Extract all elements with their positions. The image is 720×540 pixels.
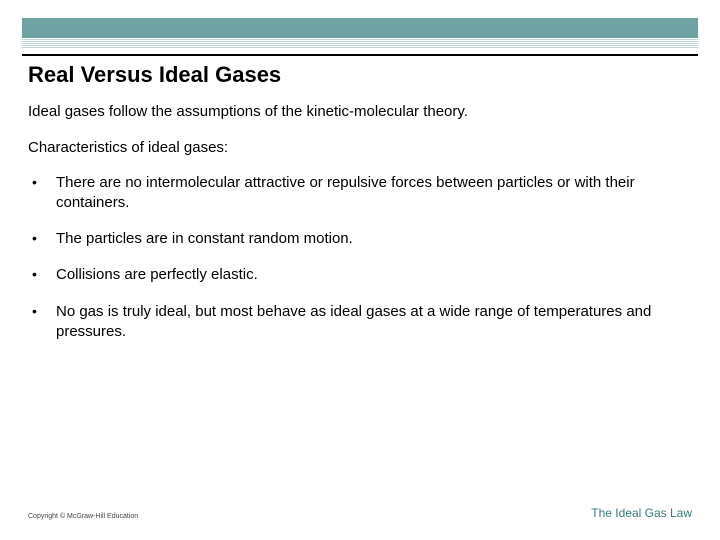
intro-text: Ideal gases follow the assumptions of th… <box>28 102 692 122</box>
list-item: The particles are in constant random mot… <box>28 229 692 249</box>
copyright-text: Copyright © McGraw-Hill Education <box>28 513 138 520</box>
header-underline <box>22 54 698 56</box>
list-item: No gas is truly ideal, but most behave a… <box>28 302 692 343</box>
slide-title: Real Versus Ideal Gases <box>28 62 692 88</box>
header-band <box>22 18 698 46</box>
section-label: The Ideal Gas Law <box>591 506 692 520</box>
list-item: Collisions are perfectly elastic. <box>28 265 692 285</box>
header-band-solid <box>22 18 698 38</box>
header-band-hatch <box>22 38 698 48</box>
subhead-text: Characteristics of ideal gases: <box>28 138 692 158</box>
slide: Real Versus Ideal Gases Ideal gases foll… <box>0 0 720 540</box>
bullet-list: There are no intermolecular attractive o… <box>28 173 692 343</box>
list-item: There are no intermolecular attractive o… <box>28 173 692 214</box>
content-area: Real Versus Ideal Gases Ideal gases foll… <box>28 62 692 480</box>
